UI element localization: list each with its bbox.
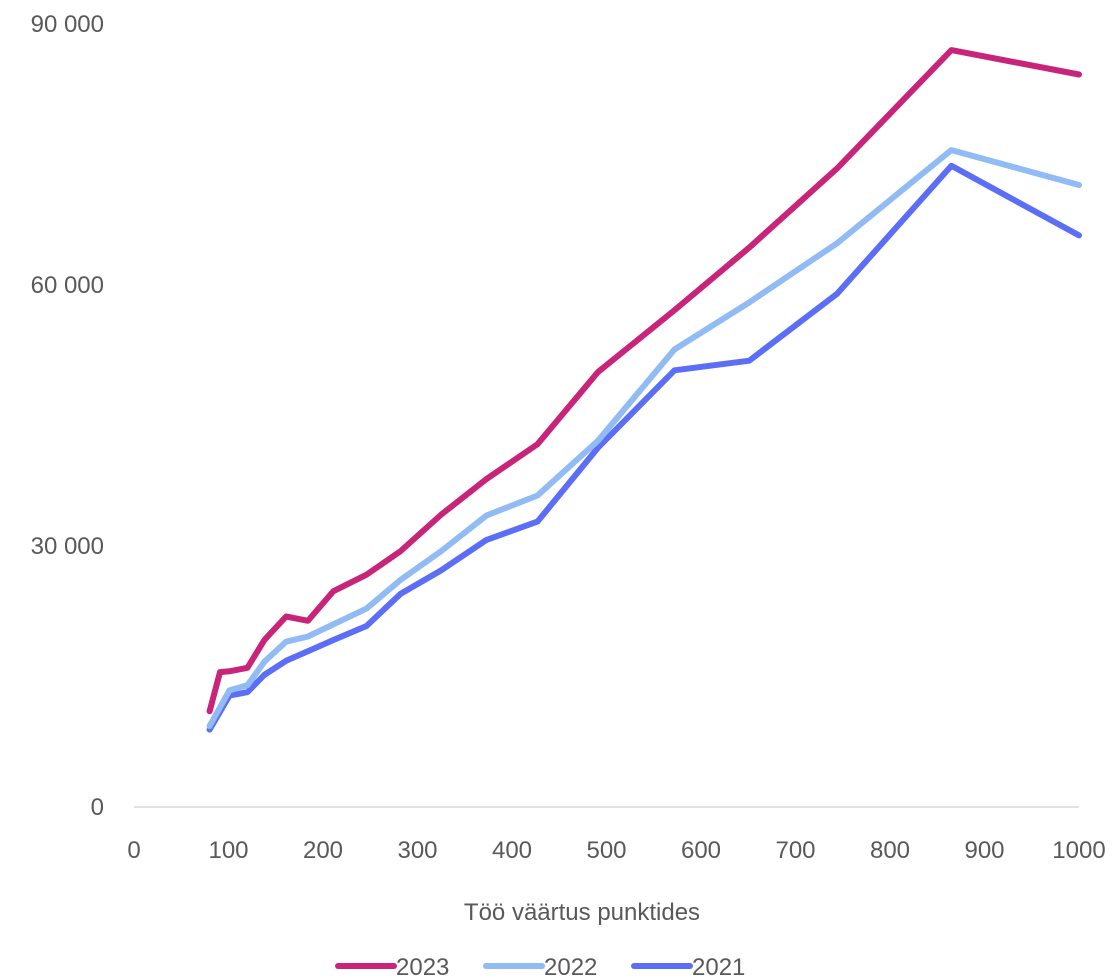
series-line-2021 <box>206 162 1082 733</box>
series-lines <box>206 47 1082 733</box>
y-tick-label: 90 000 <box>31 11 104 38</box>
x-axis-ticks: 0 100 200 300 400 500 600 700 800 900 1000 <box>127 837 1105 864</box>
x-tick-label: 400 <box>492 837 532 864</box>
y-axis-ticks: 0 30 000 60 000 90 000 <box>31 11 104 821</box>
legend-label-2022: 2022 <box>544 954 597 980</box>
x-tick-label: 600 <box>681 837 721 864</box>
legend: 2023 2022 2021 <box>335 954 745 980</box>
x-tick-label: 0 <box>127 837 140 864</box>
y-tick-label: 60 000 <box>31 272 104 299</box>
y-tick-label: 30 000 <box>31 533 104 560</box>
y-tick-label: 0 <box>91 794 104 821</box>
x-tick-label: 1000 <box>1052 837 1105 864</box>
x-tick-label: 500 <box>586 837 626 864</box>
x-tick-label: 800 <box>870 837 910 864</box>
legend-label-2023: 2023 <box>396 954 449 980</box>
x-tick-label: 200 <box>303 837 343 864</box>
legend-label-2021: 2021 <box>692 954 745 980</box>
x-axis-label: Töö väärtus punktides <box>464 899 700 926</box>
series-line-2023 <box>206 47 1082 715</box>
x-tick-label: 100 <box>208 837 248 864</box>
x-tick-label: 700 <box>775 837 815 864</box>
series-line-2022 <box>206 147 1082 730</box>
x-tick-label: 300 <box>397 837 437 864</box>
x-tick-label: 900 <box>964 837 1004 864</box>
